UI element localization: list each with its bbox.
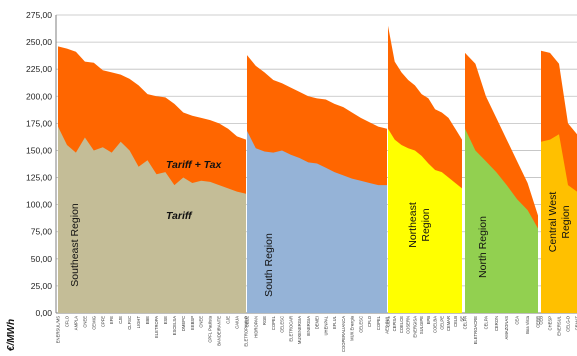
category-label: CEMIG — [91, 316, 96, 330]
category-label: EPB — [426, 316, 431, 325]
region-label: Region — [560, 205, 572, 238]
category-label: CJE — [118, 316, 123, 324]
category-label: CERR — [536, 316, 541, 328]
category-label: AES SUL — [385, 315, 390, 333]
y-tick-label: 0,00 — [35, 308, 52, 318]
y-tick-label: 225,00 — [26, 64, 52, 74]
region-label: Northeast — [407, 202, 419, 248]
category-label: MUXENERGIA — [297, 316, 302, 344]
category-label: COELCE — [399, 316, 404, 333]
category-label: CNEE — [82, 316, 87, 328]
y-axis-ticks: 0,00 25,00 50,00 75,00 100,00 125,00 150,00 175… — [26, 10, 52, 318]
y-axis-label: €/MWh — [6, 319, 17, 351]
category-label: SE — [460, 316, 465, 322]
region-label: North Region — [477, 216, 489, 278]
category-label: CEPISA — [392, 316, 397, 332]
category-label: COOPERALIANCA — [341, 316, 346, 352]
region-label: Central West — [547, 192, 559, 253]
category-label: CELPA — [463, 316, 468, 330]
category-label: CNEE — [199, 316, 204, 328]
category-label: EFE — [109, 316, 114, 324]
category-label: EBE — [145, 316, 150, 325]
category-label: ELETROPA — [154, 316, 159, 338]
category-label: COPEL — [271, 315, 276, 330]
category-label: COELBA — [433, 316, 438, 333]
category-label: ESE — [163, 316, 168, 325]
y-tick-label: 200,00 — [26, 91, 52, 101]
category-label: RGE — [262, 316, 267, 325]
category-label: CLFSC — [127, 316, 132, 330]
category-label: CPFL Paulista — [208, 315, 213, 342]
category-label: CEAL — [386, 315, 391, 327]
region-areas — [58, 25, 577, 314]
category-label: DMEPC — [181, 316, 186, 331]
y-tick-label: 175,00 — [26, 118, 52, 128]
category-label: CHESP — [548, 316, 553, 331]
category-label: SULGIPE — [419, 316, 424, 334]
category-label: EFLUL — [332, 315, 337, 329]
tariff-tax-annotation: Tariff + Tax — [166, 159, 223, 171]
category-label: UHENPAL — [323, 315, 328, 335]
category-label: COPEL — [376, 315, 381, 330]
tariff-area — [388, 128, 462, 313]
tariff-area — [247, 130, 387, 313]
category-label: CELG-D — [566, 316, 571, 332]
category-label: EEBSP — [190, 316, 195, 330]
category-label: CERON — [494, 316, 499, 331]
y-tick-label: 150,00 — [26, 145, 52, 155]
region-label: Southeast Region — [69, 203, 81, 287]
category-label: AMPLA — [73, 316, 78, 330]
category-label: CELPA — [483, 316, 488, 330]
region-label: Region — [420, 208, 432, 241]
category-label: CEMAR — [446, 316, 451, 331]
tariff-area — [465, 128, 538, 313]
category-label: ENERSUL — [557, 315, 562, 335]
category-label: AMAZONAS — [504, 316, 509, 340]
category-label: CEA — [515, 316, 520, 325]
category-label: CAIUA — [235, 316, 240, 329]
category-label: ELETROCAR — [288, 316, 293, 342]
category-label: COSERN — [406, 316, 411, 334]
category-label: ENERGISA — [412, 316, 417, 338]
category-label: CFLO — [367, 315, 372, 327]
category-label: ESCELSA — [172, 316, 177, 336]
category-label: CEEE — [245, 316, 250, 328]
category-label: MUX Energia — [350, 315, 355, 341]
category-label: CFLO — [65, 315, 70, 327]
category-label: HIDROPAN — [253, 316, 258, 338]
category-label: CELESC — [358, 316, 363, 333]
y-tick-label: 275,00 — [26, 10, 52, 20]
y-tick-label: 25,00 — [31, 281, 53, 291]
y-tick-label: 125,00 — [26, 173, 52, 183]
tariff-area — [58, 126, 246, 313]
category-label: CELESC — [280, 316, 285, 333]
region-label: South Region — [263, 233, 275, 297]
category-label: LIGHT — [136, 316, 141, 329]
category-label: CJE — [226, 316, 231, 324]
category-label: CELB — [453, 316, 458, 327]
category-label: CEMAT — [575, 316, 577, 331]
category-label: IENERGIA — [306, 316, 311, 336]
category-label: ENERSUL/MS — [56, 316, 61, 343]
category-label: DEMEI — [315, 316, 320, 329]
category-label: ELETROPAULO — [244, 315, 249, 346]
category-label: CPFE — [100, 316, 105, 327]
category-label: BANDEIRANTE — [217, 316, 222, 346]
category-label: Boa Vista — [525, 315, 530, 334]
tariff-area — [541, 134, 577, 313]
y-tick-label: 50,00 — [31, 254, 53, 264]
y-tick-label: 75,00 — [31, 227, 53, 237]
y-tick-label: 250,00 — [26, 37, 52, 47]
y-tick-label: 100,00 — [26, 200, 52, 210]
tariff-annotation: Tariff — [166, 210, 193, 222]
category-label: CEB — [539, 316, 544, 325]
category-label: ELETROACRE — [473, 316, 478, 345]
category-label: CELPE — [439, 316, 444, 330]
category-labels: ENERSUL/MS CFLO AMPLA CNEE CEMIG CPFE EFE CJE CL… — [56, 315, 577, 352]
